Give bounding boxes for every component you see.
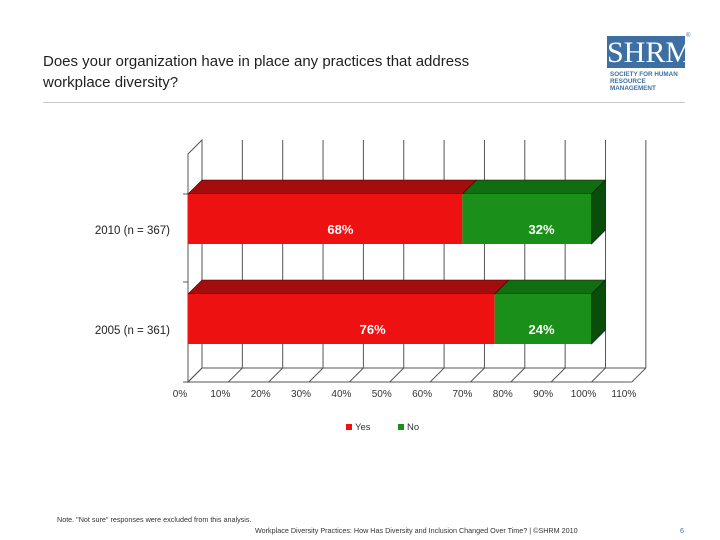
x-floor-line [429,367,445,383]
bar-top-no [461,179,607,195]
x-floor-line [631,367,647,383]
x-floor-line [591,367,606,383]
x-floor-line [187,367,203,383]
x-tick-label: 90% [533,389,553,400]
x-tick-label: 30% [291,389,311,400]
x-tick-label: 100% [571,389,597,400]
shrm-logo-tagline-line-1: SOCIETY FOR HUMAN [610,71,678,78]
left-wall [187,138,203,384]
bar-segment-no [494,294,592,344]
shrm-logo-tagline: SOCIETY FOR HUMAN RESOURCE MANAGEMENT [610,71,690,93]
slide-title-line-2: workplace diversity? [43,74,179,91]
x-floor-line [227,367,243,383]
legend-item-no: No [398,422,419,433]
shrm-logo: SHRM ® SOCIETY FOR HUMAN RESOURCE MANAGE… [606,33,693,93]
data-label-yes: 76% [360,322,386,337]
data-label-no: 32% [528,222,554,237]
bar-end-face [591,279,606,345]
bar-end-face [591,179,606,245]
x-floor-line [268,367,284,383]
category-label: 2010 (n = 367) [95,225,170,237]
x-tick-label: 40% [331,389,351,400]
x-floor-line [308,367,324,383]
x-tick-label: 60% [412,389,432,400]
x-tick-label: 0% [173,389,188,400]
data-label-no: 24% [528,322,554,337]
x-floor-line [389,367,405,383]
slide-title-line-1: Does your organization have in place any… [43,53,470,70]
x-floor-line [470,367,485,383]
legend-label: No [407,422,420,433]
bar-top-no [493,279,607,295]
x-floor-line [349,367,364,383]
data-label-yes: 68% [327,222,353,237]
footer-citation: Workplace Diversity Practices: How Has D… [255,526,578,535]
footnote: Note. "Not sure" responses were excluded… [57,515,252,524]
x-tick-label: 70% [452,389,472,400]
bar-segment-yes [188,194,463,244]
category-label: 2005 (n = 361) [95,325,170,337]
legend-swatch [346,424,352,430]
page-number: 6 [680,526,684,535]
slide-title: Does your organization have in place any… [43,51,583,93]
bar-segment-yes [188,294,495,344]
registered-mark: ® [686,33,691,39]
x-tick-label: 80% [493,389,513,400]
x-tick-label: 20% [251,389,271,400]
x-floor-line [550,367,566,383]
x-floor-line [510,367,526,383]
x-tick-label: 10% [210,389,230,400]
bar-segment-no [462,194,592,244]
legend-label: Yes [355,422,371,433]
title-divider [43,102,685,103]
bar-top-yes [187,179,478,195]
legend-swatch [398,424,404,430]
x-tick-label: 50% [372,389,392,400]
shrm-logo-mark: SHRM [606,35,693,69]
shrm-logo-tagline-line-2: RESOURCE MANAGEMENT [610,78,656,93]
legend-item-yes: Yes [346,422,371,433]
bar-top-yes [187,279,510,295]
x-tick-label: 110% [611,389,636,400]
